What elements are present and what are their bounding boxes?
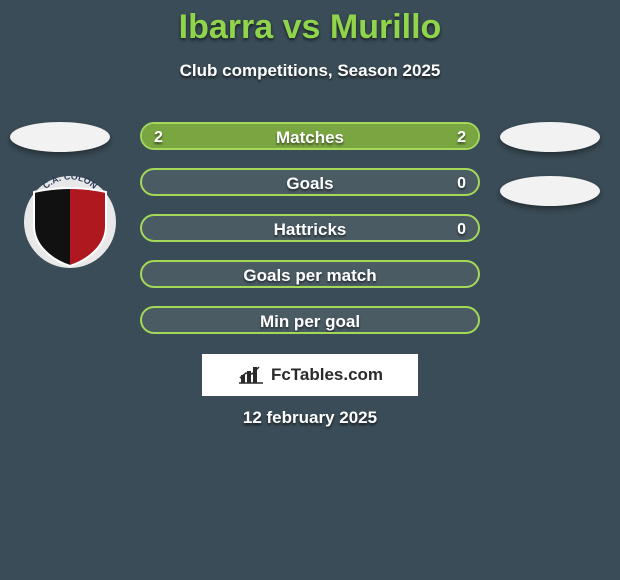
left-player-badge-placeholder (10, 122, 110, 152)
stat-label: Hattricks (142, 216, 478, 242)
comparison-card: Ibarra vs Murillo Club competitions, Sea… (0, 0, 620, 580)
stat-label: Goals (142, 170, 478, 196)
bar-chart-icon (237, 365, 265, 385)
stat-row: Hattricks0 (140, 214, 480, 242)
page-title: Ibarra vs Murillo (0, 0, 620, 47)
stat-row: Goals per match (140, 260, 480, 288)
brand-badge: FcTables.com (202, 354, 418, 396)
stat-label: Goals per match (142, 262, 478, 288)
stat-label: Min per goal (142, 308, 478, 334)
stat-value-left: 2 (154, 124, 163, 150)
brand-text: FcTables.com (271, 365, 383, 385)
stat-value-right: 2 (457, 124, 466, 150)
stat-value-right: 0 (457, 170, 466, 196)
stat-label: Matches (142, 124, 478, 150)
right-player-club-placeholder (500, 176, 600, 206)
subtitle: Club competitions, Season 2025 (0, 61, 620, 81)
stats-panel: Matches22Goals0Hattricks0Goals per match… (140, 122, 480, 352)
stat-row: Matches2 2 (140, 122, 480, 150)
left-player-club-crest: C.A. COLON (20, 176, 120, 268)
stat-value-right: 0 (457, 216, 466, 242)
stat-row: Min per goal (140, 306, 480, 334)
stat-row: Goals0 (140, 168, 480, 196)
date-label: 12 february 2025 (0, 408, 620, 428)
right-player-badge-placeholder (500, 122, 600, 152)
